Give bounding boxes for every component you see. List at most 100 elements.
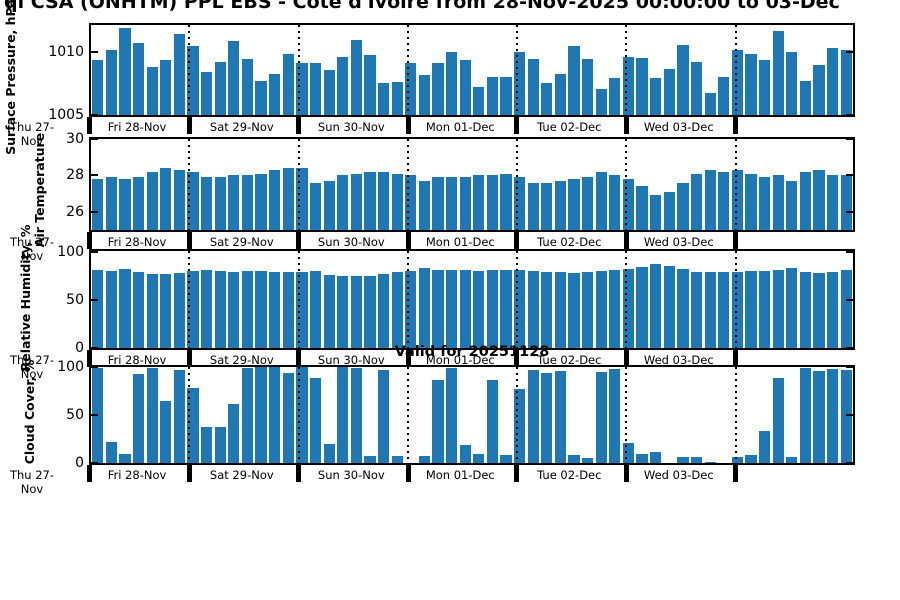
day-boundary-tick (733, 232, 738, 249)
day-boundary-tick (733, 350, 738, 367)
x-tick-label-left: Thu 27-Nov (9, 353, 55, 381)
bar (350, 276, 362, 348)
bar (622, 56, 635, 115)
bar (187, 388, 199, 463)
subplot-2 (89, 137, 855, 232)
valid-for-label: Valid for 20251128 (394, 344, 550, 360)
bar (650, 195, 662, 230)
plot-area (91, 139, 853, 230)
bar (826, 368, 839, 463)
y-tick-mark (91, 174, 98, 177)
x-axis-band: Thu 27-Nov Fri 28-Nov Sat 29-Nov Sun 30-Nov… (0, 116, 900, 148)
bar (173, 33, 186, 115)
bar (486, 175, 498, 230)
bar (758, 177, 771, 230)
day-boundary-gridline (407, 139, 409, 230)
day-boundary-gridline (625, 367, 627, 463)
day-boundary-gridline (625, 139, 627, 230)
bar (745, 455, 757, 463)
bar (323, 275, 335, 348)
bar (405, 62, 417, 115)
bar (309, 271, 322, 348)
bar (514, 51, 526, 115)
x-day-label: Tue 02-Dec (537, 353, 602, 367)
x-day-label: Sat 29-Nov (209, 353, 274, 367)
bar (527, 182, 539, 230)
bar (568, 455, 580, 463)
bar (282, 272, 294, 348)
bar (418, 456, 430, 463)
bar (391, 272, 403, 348)
bar (772, 377, 784, 463)
y-tick-label: 100 (57, 359, 84, 375)
day-boundary-tick (186, 232, 192, 249)
bar (473, 86, 485, 115)
bar (486, 76, 498, 115)
x-day-label: Fri 28-Nov (107, 235, 167, 249)
bar (514, 177, 526, 230)
day-boundary-gridline (188, 25, 190, 115)
bar (677, 182, 689, 230)
bar (486, 379, 498, 463)
bar (432, 379, 444, 463)
day-boundary-tick (186, 350, 192, 367)
bar (391, 456, 403, 463)
bar (718, 272, 730, 348)
bar (282, 168, 294, 230)
x-day-label: Wed 03-Dec (643, 119, 714, 134)
bar (201, 426, 213, 463)
bar (527, 59, 539, 115)
x-day-label: Wed 03-Dec (643, 235, 714, 249)
bar (541, 83, 553, 115)
y-tick-mark (91, 50, 98, 53)
bar (350, 173, 362, 230)
bar (799, 368, 811, 463)
y-tick-mark (846, 174, 853, 177)
x-day-label: Sat 29-Nov (209, 468, 274, 482)
bar (609, 77, 621, 115)
bar (622, 442, 635, 463)
bar (813, 273, 825, 348)
bar (432, 62, 444, 115)
bar (663, 266, 675, 348)
bar (405, 271, 417, 348)
day-boundary-tick (86, 465, 92, 482)
y-tick-label: 28 (66, 167, 84, 184)
x-day-label: Mon 01-Dec (425, 353, 495, 367)
bar (133, 272, 145, 348)
day-boundary-gridline (297, 251, 300, 348)
bar (364, 171, 376, 230)
x-day-label: Sun 30-Nov (317, 353, 385, 367)
bar (663, 191, 675, 230)
bar (418, 268, 430, 348)
bar (377, 369, 390, 463)
bar (418, 180, 430, 230)
day-boundary-tick (186, 465, 192, 482)
bar (309, 62, 322, 115)
bar (445, 368, 458, 463)
bar (133, 42, 145, 115)
bar (786, 180, 798, 230)
bar (214, 271, 226, 348)
bar (133, 373, 145, 463)
bar (595, 171, 607, 230)
y-tick-mark (91, 367, 98, 368)
subplot-3 (89, 249, 855, 350)
day-boundary-gridline (297, 25, 300, 115)
day-boundary-gridline (625, 25, 627, 115)
bar (119, 27, 131, 115)
bar (119, 269, 131, 348)
x-day-label: Fri 28-Nov (107, 353, 167, 367)
day-boundary-tick (514, 116, 519, 134)
x-tick-label-left: Thu 27-Nov (9, 119, 55, 148)
bar (609, 368, 621, 463)
bar (731, 457, 743, 463)
bar (445, 177, 458, 230)
bar (337, 276, 349, 348)
bar (105, 50, 117, 115)
bar (799, 171, 811, 230)
day-boundary-tick (623, 232, 629, 249)
bar (255, 173, 267, 230)
y-tick-mark (846, 113, 853, 115)
